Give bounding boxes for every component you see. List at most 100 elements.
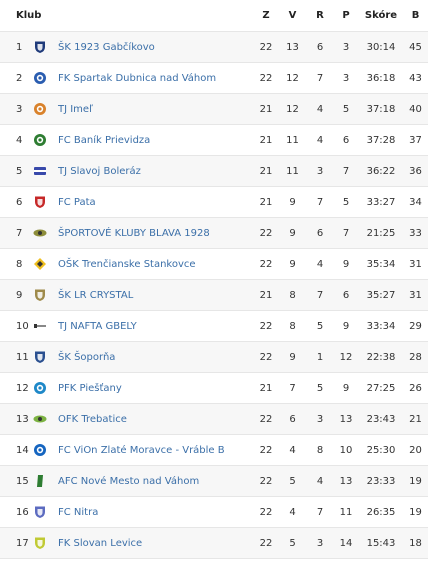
score-cell: 22:38 [359, 341, 403, 373]
lost-cell: 7 [333, 217, 359, 249]
score-cell: 26:35 [359, 496, 403, 528]
table-row[interactable]: 12 PFK Piešťany 21 7 5 9 27:25 26 [0, 372, 428, 404]
shield-crest-icon [33, 195, 47, 209]
table-row[interactable]: 10 TJ NAFTA GBELY 22 8 5 9 33:34 29 [0, 310, 428, 342]
round-crest-icon [33, 102, 47, 116]
table-row[interactable]: 13 OFK Trebatice 22 6 3 13 23:43 21 [0, 403, 428, 435]
points-cell: 19 [403, 465, 428, 497]
club-name-link[interactable]: TJ NAFTA GBELY [58, 320, 137, 332]
points-cell: 31 [403, 279, 428, 311]
played-cell: 22 [254, 527, 278, 559]
played-cell: 22 [254, 217, 278, 249]
played-cell: 22 [254, 310, 278, 342]
table-row[interactable]: 16 FC Nitra 22 4 7 11 26:35 19 [0, 496, 428, 528]
club-name-link[interactable]: ŠPORTOVÉ KLUBY BLAVA 1928 [58, 227, 210, 239]
played-cell: 21 [254, 186, 278, 218]
lost-cell: 3 [333, 31, 359, 63]
club-name-link[interactable]: AFC Nové Mesto nad Váhom [58, 475, 200, 487]
club-name-link[interactable]: FK Slovan Levice [58, 537, 143, 549]
table-row[interactable]: 4 FC Baník Prievidza 21 11 4 6 37:28 37 [0, 124, 428, 156]
header-lost: P [333, 0, 359, 32]
points-cell: 19 [403, 496, 428, 528]
club-name-link[interactable]: ŠK Šoporňa [58, 351, 116, 363]
shield-crest-icon [33, 505, 47, 519]
played-cell: 22 [254, 403, 278, 435]
table-row[interactable]: 1 ŠK 1923 Gabčíkovo 22 13 6 3 30:14 45 [0, 31, 428, 63]
drawn-cell: 4 [307, 93, 333, 125]
table-row[interactable]: 17 FK Slovan Levice 22 5 3 14 15:43 18 [0, 527, 428, 559]
club-name-link[interactable]: ŠK 1923 Gabčíkovo [58, 41, 155, 53]
lost-cell: 6 [333, 124, 359, 156]
position-cell: 2 [0, 62, 31, 94]
table-row[interactable]: 15 AFC Nové Mesto nad Váhom 22 5 4 13 23:33 19 [0, 465, 428, 497]
score-cell: 27:25 [359, 372, 403, 404]
club-name-link[interactable]: OFK Trebatice [58, 413, 127, 425]
position-cell: 4 [0, 124, 31, 156]
club-name-link[interactable]: OŠK Trenčianske Stankovce [58, 258, 196, 270]
shield-crest-icon [33, 350, 47, 364]
score-cell: 33:34 [359, 310, 403, 342]
club-cell: TJ NAFTA GBELY [31, 310, 254, 342]
position-cell: 8 [0, 248, 31, 280]
won-cell: 12 [278, 62, 307, 94]
played-cell: 22 [254, 31, 278, 63]
position-cell: 1 [0, 31, 31, 63]
lost-cell: 10 [333, 434, 359, 466]
club-cell: FC Baník Prievidza [31, 124, 254, 156]
played-cell: 21 [254, 372, 278, 404]
club-name-link[interactable]: FK Spartak Dubnica nad Váhom [58, 72, 217, 84]
club-cell: FC Pata [31, 186, 254, 218]
table-row[interactable]: 11 ŠK Šoporňa 22 9 1 12 22:38 28 [0, 341, 428, 373]
table-row[interactable]: 8 OŠK Trenčianske Stankovce 22 9 4 9 35:34 31 [0, 248, 428, 280]
wing-crest-icon [33, 226, 47, 240]
lost-cell: 9 [333, 372, 359, 404]
position-cell: 9 [0, 279, 31, 311]
club-name-link[interactable]: TJ Slavoj Boleráz [58, 165, 141, 177]
points-cell: 21 [403, 403, 428, 435]
table-row[interactable]: 14 FC ViOn Zlaté Moravce - Vráble B 22 4 8 10… [0, 434, 428, 466]
club-cell: ŠK Šoporňa [31, 341, 254, 373]
position-cell: 17 [0, 527, 31, 559]
lost-cell: 14 [333, 527, 359, 559]
position-cell: 12 [0, 372, 31, 404]
won-cell: 6 [278, 403, 307, 435]
points-cell: 36 [403, 155, 428, 187]
lost-cell: 12 [333, 341, 359, 373]
table-row[interactable]: 2 FK Spartak Dubnica nad Váhom 22 12 7 3 36:18… [0, 62, 428, 94]
drawn-cell: 4 [307, 124, 333, 156]
club-name-link[interactable]: ŠK LR CRYSTAL [58, 289, 134, 301]
table-row[interactable]: 3 TJ Imeľ 21 12 4 5 37:18 40 [0, 93, 428, 125]
won-cell: 9 [278, 341, 307, 373]
club-cell: FC Nitra [31, 496, 254, 528]
round-crest-icon [33, 133, 47, 147]
drawn-cell: 5 [307, 372, 333, 404]
table-row[interactable]: 7 ŠPORTOVÉ KLUBY BLAVA 1928 22 9 6 7 21:25 33 [0, 217, 428, 249]
table-row[interactable]: 5 TJ Slavoj Boleráz 21 11 3 7 36:22 36 [0, 155, 428, 187]
table-row[interactable]: 9 ŠK LR CRYSTAL 21 8 7 6 35:27 31 [0, 279, 428, 311]
club-name-link[interactable]: TJ Imeľ [58, 103, 93, 115]
score-cell: 33:27 [359, 186, 403, 218]
won-cell: 9 [278, 186, 307, 218]
lost-cell: 13 [333, 403, 359, 435]
points-cell: 28 [403, 341, 428, 373]
lost-cell: 3 [333, 62, 359, 94]
won-cell: 12 [278, 93, 307, 125]
club-name-link[interactable]: FC Baník Prievidza [58, 134, 151, 146]
club-cell: OFK Trebatice [31, 403, 254, 435]
points-cell: 43 [403, 62, 428, 94]
club-name-link[interactable]: FC ViOn Zlaté Moravce - Vráble B [58, 444, 225, 456]
header-drawn: R [307, 0, 333, 32]
drawn-cell: 7 [307, 496, 333, 528]
won-cell: 4 [278, 434, 307, 466]
club-cell: ŠK 1923 Gabčíkovo [31, 31, 254, 63]
club-name-link[interactable]: FC Pata [58, 196, 96, 208]
club-name-link[interactable]: FC Nitra [58, 506, 99, 518]
table-row[interactable]: 6 FC Pata 21 9 7 5 33:27 34 [0, 186, 428, 218]
won-cell: 8 [278, 310, 307, 342]
diamond-crest-icon [33, 257, 47, 271]
club-name-link[interactable]: PFK Piešťany [58, 382, 122, 394]
drawn-cell: 7 [307, 186, 333, 218]
score-cell: 30:14 [359, 31, 403, 63]
won-cell: 11 [278, 124, 307, 156]
score-cell: 15:43 [359, 527, 403, 559]
